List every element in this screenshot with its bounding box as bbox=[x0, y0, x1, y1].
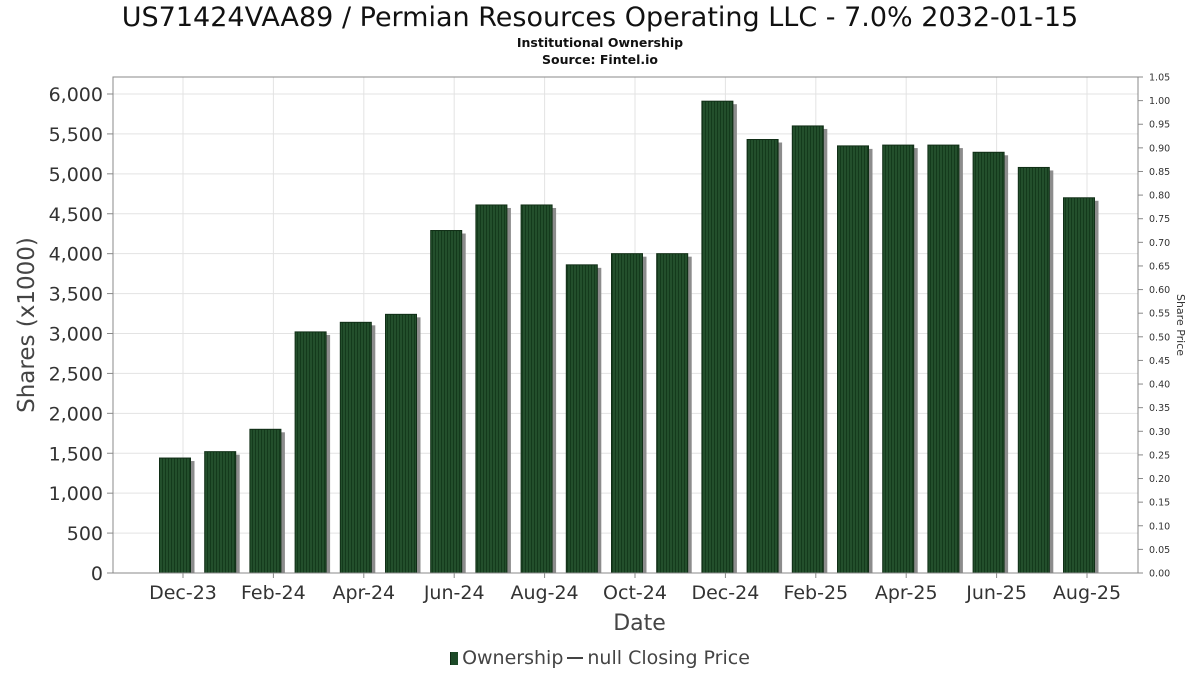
y2-tick-label: 0.70 bbox=[1149, 238, 1170, 249]
x-tick-label: Jun-24 bbox=[423, 582, 485, 604]
ownership-bar bbox=[746, 139, 779, 574]
y-tick-label: 0 bbox=[91, 563, 103, 585]
y-tick-label: 6,000 bbox=[49, 84, 103, 106]
x-axis-label: Date bbox=[613, 611, 666, 636]
ownership-bar bbox=[701, 100, 734, 574]
chart-title: US71424VAA89 / Permian Resources Operati… bbox=[121, 2, 1079, 33]
y-tick-label: 4,000 bbox=[49, 244, 103, 266]
y2-tick-label: 1.00 bbox=[1149, 96, 1170, 107]
ownership-bar bbox=[385, 313, 417, 574]
ownership-bar bbox=[565, 264, 598, 574]
y2-tick-label: 0.50 bbox=[1149, 332, 1170, 343]
y2-tick-label: 0.20 bbox=[1149, 474, 1170, 485]
y-tick-label: 2,000 bbox=[49, 403, 103, 425]
y-tick-label: 3,000 bbox=[49, 324, 103, 346]
y2-tick-label: 0.25 bbox=[1149, 450, 1170, 461]
plot-frame bbox=[112, 76, 1139, 574]
x-tick-label: Dec-23 bbox=[149, 582, 217, 604]
ownership-bar bbox=[204, 451, 237, 574]
y-tick-label: 2,500 bbox=[49, 363, 103, 385]
legend-ownership-label: Ownership bbox=[462, 647, 564, 669]
ownership-bar bbox=[475, 204, 508, 574]
legend-ownership-swatch bbox=[450, 652, 459, 665]
x-tick-label: Apr-24 bbox=[332, 582, 395, 604]
ownership-bar bbox=[882, 144, 915, 574]
x-tick-label: Oct-24 bbox=[603, 582, 667, 604]
y2-tick-label: 0.35 bbox=[1149, 403, 1170, 414]
y2-tick-label: 1.05 bbox=[1149, 73, 1170, 84]
y2-tick-label: 0.95 bbox=[1149, 120, 1170, 131]
y2-tick-label: 0.40 bbox=[1149, 380, 1170, 391]
ownership-bar bbox=[1063, 197, 1095, 574]
y-tick-label: 4,500 bbox=[49, 204, 103, 226]
x-tick-label: Apr-25 bbox=[875, 582, 938, 604]
ownership-bar bbox=[430, 230, 463, 574]
ownership-bar bbox=[249, 428, 282, 574]
y2-tick-label: 0.00 bbox=[1149, 569, 1170, 580]
y-tick-label: 500 bbox=[67, 523, 103, 545]
y2-tick-label: 0.85 bbox=[1149, 167, 1170, 178]
y-tick-label: 3,500 bbox=[49, 284, 103, 306]
y2-tick-label: 0.75 bbox=[1149, 214, 1170, 225]
ownership-bar bbox=[1017, 166, 1050, 574]
y2-tick-label: 0.30 bbox=[1149, 427, 1170, 438]
legend-price-label: null Closing Price bbox=[587, 647, 750, 669]
y2-tick-label: 0.45 bbox=[1149, 356, 1170, 367]
ownership-bar bbox=[339, 321, 372, 574]
y2-tick-label: 0.60 bbox=[1149, 285, 1170, 296]
y2-tick-label: 0.80 bbox=[1149, 191, 1170, 202]
ownership-bar bbox=[656, 253, 689, 574]
chart-legend: Ownership null Closing Price bbox=[0, 647, 1200, 669]
y-axis-label: Shares (x1000) bbox=[14, 237, 40, 413]
y2-tick-label: 0.55 bbox=[1149, 309, 1170, 320]
ownership-bar bbox=[611, 253, 643, 574]
x-tick-label: Feb-24 bbox=[241, 582, 306, 604]
y-tick-label: 5,000 bbox=[49, 164, 103, 186]
ownership-bar bbox=[972, 151, 1005, 574]
ownership-bar bbox=[520, 204, 553, 574]
x-tick-label: Aug-25 bbox=[1053, 582, 1121, 604]
y2-tick-label: 0.05 bbox=[1149, 545, 1170, 556]
chart-subtitle: Institutional Ownership bbox=[516, 35, 684, 50]
ownership-bar bbox=[294, 331, 327, 574]
x-tick-label: Aug-24 bbox=[511, 582, 579, 604]
chart-source: Source: Fintel.io bbox=[542, 52, 658, 67]
ownership-bar bbox=[791, 125, 824, 574]
y2-tick-label: 0.15 bbox=[1149, 498, 1170, 509]
y2-tick-label: 0.65 bbox=[1149, 261, 1170, 272]
x-tick-label: Feb-25 bbox=[783, 582, 848, 604]
x-tick-label: Dec-24 bbox=[691, 582, 759, 604]
y2-tick-label: 0.10 bbox=[1149, 521, 1170, 532]
y-tick-label: 1,500 bbox=[49, 443, 103, 465]
ownership-bar bbox=[837, 145, 869, 574]
y-tick-label: 5,500 bbox=[49, 124, 103, 146]
y2-axis-label: Share Price bbox=[1174, 294, 1187, 356]
y2-tick-label: 0.90 bbox=[1149, 143, 1170, 154]
ownership-bar bbox=[927, 144, 960, 574]
legend-price-line bbox=[567, 657, 584, 659]
x-tick-label: Jun-25 bbox=[965, 582, 1027, 604]
ownership-bar bbox=[159, 457, 191, 574]
y-tick-label: 1,000 bbox=[49, 483, 103, 505]
